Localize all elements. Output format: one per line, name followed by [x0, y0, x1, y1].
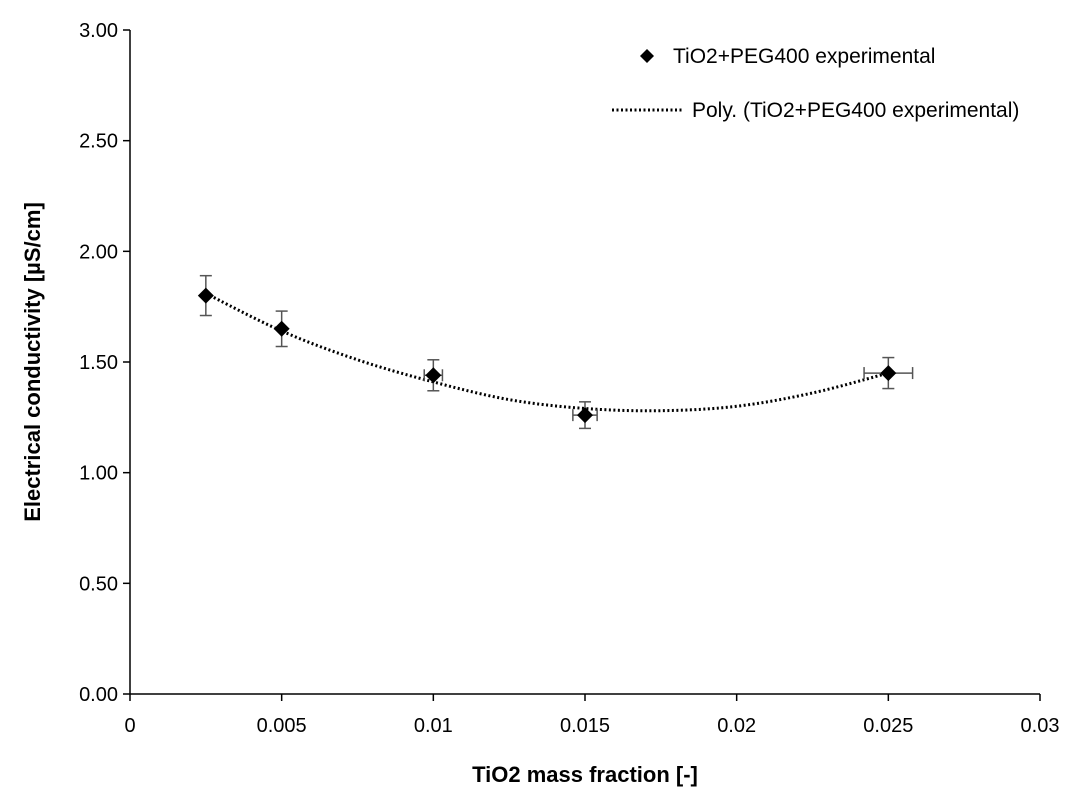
x-tick-label: 0: [124, 715, 135, 737]
y-ticks: 0.00 0.50 1.00 1.50 2.00 2.50 3.00: [79, 20, 130, 706]
legend: TiO2+PEG400 experimental Poly. (TiO2+PEG…: [612, 45, 1019, 122]
legend-label-series: TiO2+PEG400 experimental: [673, 45, 935, 68]
x-tick-label: 0.02: [717, 715, 756, 737]
y-axis-title: Electrical conductivity [µS/cm]: [20, 202, 45, 522]
plot-area: 0 0.005 0.01 0.015 0.02 0.025 0.03 0.00 0.50 1.0…: [79, 20, 1059, 737]
y-tick-label: 1.50: [79, 352, 118, 374]
trendline: [205, 292, 889, 413]
markers: [197, 287, 897, 424]
y-tick-label: 0.50: [79, 573, 118, 595]
y-tick-label: 2.00: [79, 241, 118, 263]
data-point-diamond: [197, 287, 214, 304]
x-tick-label: 0.01: [414, 715, 453, 737]
data-point-diamond: [425, 367, 442, 384]
x-axis-title: TiO2 mass fraction [-]: [472, 762, 698, 787]
legend-label-trendline: Poly. (TiO2+PEG400 experimental): [692, 99, 1019, 122]
x-tick-label: 0.015: [560, 715, 610, 737]
x-tick-label: 0.025: [863, 715, 913, 737]
data-point-diamond: [880, 365, 897, 382]
y-tick-label: 1.00: [79, 463, 118, 485]
data-point-diamond: [273, 320, 290, 337]
legend-marker-diamond: [640, 49, 654, 63]
x-tick-label: 0.03: [1021, 715, 1060, 737]
y-tick-label: 2.50: [79, 131, 118, 153]
data-point-diamond: [577, 407, 593, 424]
x-tick-label: 0.005: [257, 715, 307, 737]
y-tick-label: 3.00: [79, 20, 118, 42]
x-ticks: 0 0.005 0.01 0.015 0.02 0.025 0.03: [124, 694, 1059, 737]
y-tick-label: 0.00: [79, 684, 118, 706]
